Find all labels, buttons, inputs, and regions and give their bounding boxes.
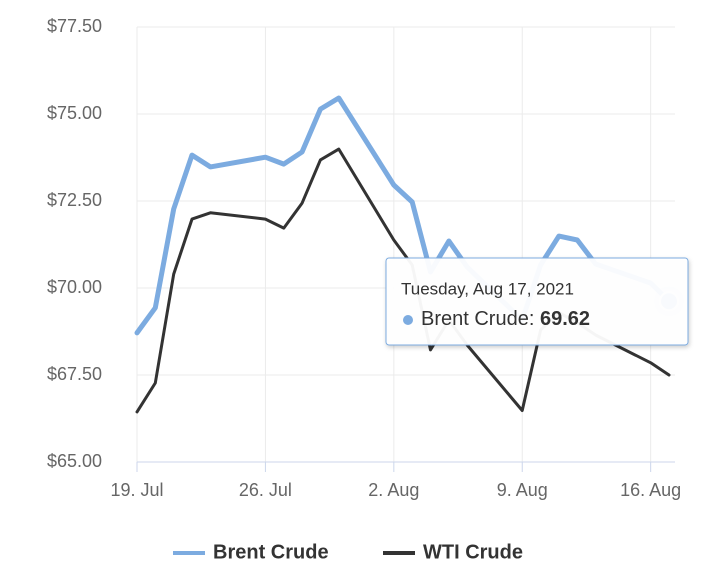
legend-label[interactable]: WTI Crude (423, 541, 523, 563)
x-tick-label: 26. Jul (239, 480, 292, 500)
y-tick-label: $75.00 (47, 103, 102, 123)
tooltip-series-name: Brent Crude: (421, 308, 540, 330)
x-tick-label: 16. Aug (620, 480, 681, 500)
y-tick-label: $77.50 (47, 16, 102, 36)
x-tick-label: 2. Aug (368, 480, 419, 500)
y-tick-label: $70.00 (47, 277, 102, 297)
tooltip-value: 69.62 (540, 308, 590, 330)
y-tick-label: $67.50 (47, 364, 102, 384)
x-tick-label: 19. Jul (110, 480, 163, 500)
tooltip-box (385, 257, 689, 346)
legend-label[interactable]: Brent Crude (213, 541, 329, 563)
y-tick-label: $65.00 (47, 451, 102, 471)
series-line (134, 95, 672, 336)
tooltip-line: Brent Crude: 69.62 (421, 308, 590, 330)
tooltip: Tuesday, Aug 17, 2021 Brent Crude: 69.62 (385, 257, 689, 346)
x-tick-label: 9. Aug (497, 480, 548, 500)
tooltip-dot (403, 315, 413, 325)
y-tick-label: $72.50 (47, 190, 102, 210)
tooltip-title: Tuesday, Aug 17, 2021 (401, 279, 574, 298)
